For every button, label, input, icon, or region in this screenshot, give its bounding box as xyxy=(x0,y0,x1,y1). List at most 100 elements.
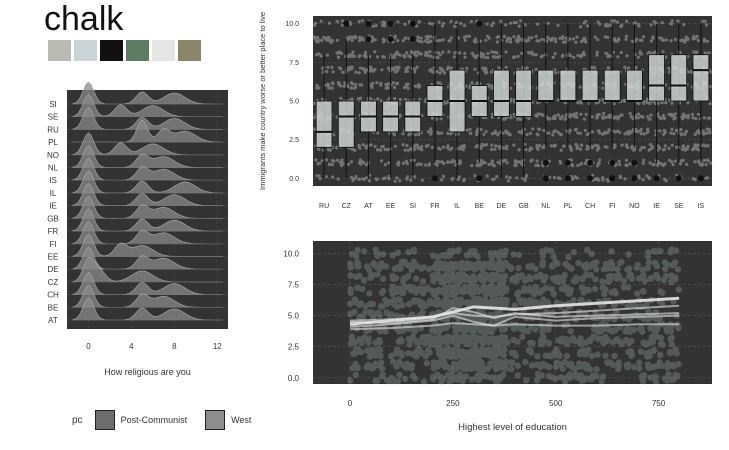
jitter-point xyxy=(597,161,601,166)
scatter-point xyxy=(644,265,651,272)
jitter-point xyxy=(396,20,400,24)
scatter-point xyxy=(372,246,379,254)
scatter-point xyxy=(529,300,537,308)
jitter-point xyxy=(604,51,608,55)
jitter-point xyxy=(465,66,469,70)
jitter-point xyxy=(336,55,340,59)
scatter-point xyxy=(521,300,529,307)
scatter-point xyxy=(475,353,482,360)
jitter-point xyxy=(476,164,480,168)
scatter-point xyxy=(465,334,472,342)
scatter-point xyxy=(415,339,423,346)
scatter-point xyxy=(587,336,594,343)
scatter-point xyxy=(608,248,615,255)
scatter-point xyxy=(446,261,453,269)
scatter-point xyxy=(500,301,507,308)
jitter-point xyxy=(561,36,565,41)
scatter-point xyxy=(413,353,420,360)
jitter-point xyxy=(352,86,356,90)
scatter-point xyxy=(430,359,437,366)
jitter-point xyxy=(536,163,540,167)
scatter-point xyxy=(469,360,476,367)
jitter-point xyxy=(670,143,674,147)
jitter-point xyxy=(391,67,395,71)
scatter-point xyxy=(554,350,561,357)
scatter-point xyxy=(449,349,456,356)
scatter-point xyxy=(450,338,457,346)
jitter-point xyxy=(381,177,385,181)
jitter-point xyxy=(417,85,421,89)
scatter-point xyxy=(451,298,458,305)
scatter-point xyxy=(478,272,485,280)
jitter-point xyxy=(330,175,335,179)
jitter-point xyxy=(481,52,486,56)
scatter-point xyxy=(591,260,598,268)
scatter-point xyxy=(459,273,466,280)
box-outlier xyxy=(609,159,616,166)
scatter-point xyxy=(639,378,647,385)
scatter-point xyxy=(403,360,411,368)
scatter-point xyxy=(442,274,449,281)
scatter-point xyxy=(558,285,565,292)
scatter-point xyxy=(581,361,588,368)
jitter-point xyxy=(516,54,520,59)
scatter-point xyxy=(446,277,453,284)
scatter-point xyxy=(456,273,463,280)
jitter-point xyxy=(553,114,557,118)
scatter-point xyxy=(602,352,609,359)
ridge-category-label: DE xyxy=(47,265,58,274)
scatter-point xyxy=(563,352,571,360)
scatter-point xyxy=(392,350,399,357)
scatter-point xyxy=(470,349,478,356)
scatter-point xyxy=(639,376,646,383)
jitter-point xyxy=(417,162,421,166)
scatter-point xyxy=(433,362,440,370)
ridge-category-label: IE xyxy=(49,202,57,211)
scatter-point xyxy=(602,260,610,268)
scatter-point xyxy=(494,341,502,348)
scatter-point xyxy=(465,299,473,307)
jitter-point xyxy=(340,160,344,164)
scatter-point xyxy=(488,360,495,367)
scatter-point xyxy=(545,325,552,332)
jitter-point xyxy=(445,101,449,105)
scatter-point xyxy=(435,349,443,357)
scatter-point xyxy=(653,362,661,370)
scatter-point xyxy=(566,290,573,297)
jitter-point xyxy=(317,38,322,42)
jitter-point xyxy=(404,36,408,40)
jitter-point xyxy=(384,86,389,90)
jitter-point xyxy=(623,177,627,181)
scatter-point xyxy=(439,251,447,259)
scatter-point xyxy=(443,290,451,297)
scatter-point xyxy=(537,336,545,344)
scatter-point xyxy=(462,338,469,346)
jitter-point xyxy=(370,35,374,39)
scatter-point xyxy=(498,333,505,341)
jitter-point xyxy=(413,52,417,56)
scatter-point xyxy=(458,349,466,356)
jitter-point xyxy=(438,53,442,57)
scatter-point xyxy=(460,353,467,360)
scatter-point xyxy=(448,263,455,270)
jitter-point xyxy=(658,146,662,150)
scatter-point xyxy=(537,361,545,369)
jitter-point xyxy=(586,132,590,136)
scatter-point xyxy=(453,361,460,368)
scatter-point xyxy=(602,333,609,341)
scatter-point xyxy=(470,327,477,335)
jitter-point xyxy=(337,82,342,86)
scatter-point xyxy=(487,263,494,270)
jitter-point xyxy=(603,24,607,28)
jitter-point xyxy=(453,51,457,55)
scatter-point xyxy=(467,262,475,269)
jitter-point xyxy=(675,145,679,149)
scatter-point xyxy=(458,358,466,365)
scatter-point xyxy=(612,290,619,297)
jitter-point xyxy=(367,179,371,183)
scatter-point xyxy=(581,376,588,384)
scatter-point xyxy=(568,265,575,272)
jitter-point xyxy=(691,148,695,152)
jitter-point xyxy=(393,179,397,183)
